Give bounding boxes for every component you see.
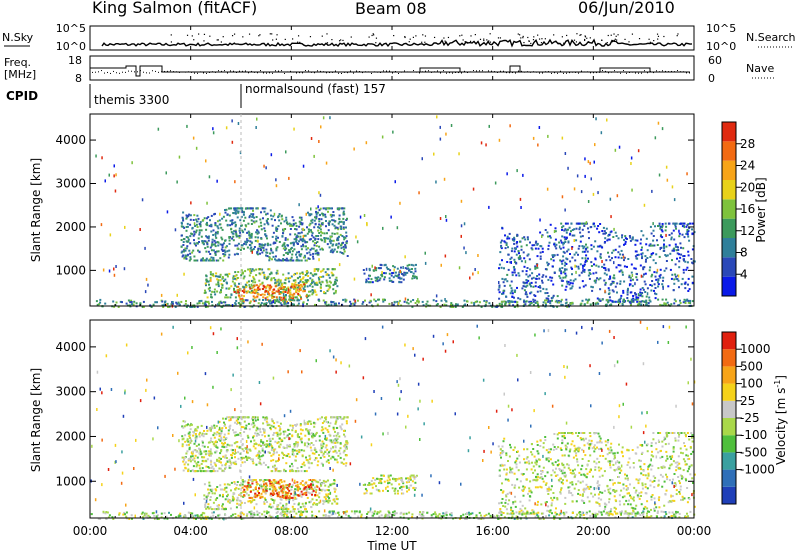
range-tick-label: 4000	[55, 340, 86, 354]
time-tick-label: 12:00	[375, 524, 410, 538]
power-panel: 1000 2000 3000 4000 Slant Range [km] 4 8 12 16…	[29, 113, 768, 308]
nsky-tick-bottom: 10^0	[56, 40, 86, 53]
velocity-colorbar-label: Velocity [m s-1]	[773, 375, 788, 465]
freq-tick-top: 18	[68, 54, 82, 67]
nsky-tick-top: 10^5	[56, 22, 86, 35]
time-tick-label: 04:00	[173, 524, 208, 538]
colorbar-tick-label: 100	[740, 377, 763, 391]
colorbar-tick-label: -25	[740, 411, 760, 425]
date-title: 06/Jun/2010	[578, 0, 675, 17]
velocity-panel: 1000 2000 3000 4000 Slant Range [km] 1000 50…	[29, 319, 788, 521]
time-tick-label: 00:00	[73, 524, 108, 538]
colorbar-tick-label: 28	[740, 137, 755, 151]
power-colorbar: 4 8 12 16 20 24 28	[721, 121, 755, 297]
station-title: King Salmon (fitACF)	[92, 0, 257, 17]
freq-tick-bottom: 8	[75, 72, 82, 85]
colorbar-tick-label: 12	[740, 224, 755, 238]
range-tick-label: 1000	[55, 263, 86, 277]
range-tick-label: 2000	[55, 429, 86, 443]
time-tick-label: 20:00	[576, 524, 611, 538]
range-tick-label: 1000	[55, 474, 86, 488]
colorbar-tick-label: 24	[740, 159, 755, 173]
colorbar-tick-label: -1000	[740, 463, 775, 477]
colorbar-tick-label: 4	[740, 267, 748, 281]
nave-tick-top: 60	[708, 54, 722, 67]
freq-nave-panel: Freq. [MHz] 18 8 60 0 Nave	[4, 54, 776, 85]
power-y-axis-label: Slant Range [km]	[29, 158, 43, 262]
colorbar-tick-label: 25	[740, 394, 755, 408]
range-tick-label: 2000	[55, 220, 86, 234]
nave-tick-bottom: 0	[708, 72, 715, 85]
freq-unit-label: [MHz]	[4, 68, 36, 81]
time-tick-label: 08:00	[274, 524, 309, 538]
nsky-trace	[101, 33, 693, 48]
colorbar-tick-label: -100	[740, 428, 767, 442]
time-tick-label: 00:00	[677, 524, 712, 538]
nsearch-tick-top: 10^5	[706, 22, 736, 35]
cpid-panel: CPID themis 3300 normalsound (fast) 157	[6, 82, 386, 108]
freq-trace	[90, 65, 690, 77]
nave-label: Nave	[746, 62, 774, 75]
colorbar-tick-label: 500	[740, 359, 763, 373]
time-axis: 00:00 04:00 08:00 12:00 16:00 20:00 00:00	[73, 26, 712, 538]
power-y-ticks: 1000 2000 3000 4000	[55, 133, 694, 277]
power-echo-cells	[95, 115, 696, 308]
colorbar-tick-label: 20	[740, 180, 755, 194]
colorbar-tick-label: 1000	[740, 342, 771, 356]
colorbar-tick-label: 8	[740, 246, 748, 260]
velocity-colorbar: 1000 500 100 25 -25 -100 -500 -1000	[721, 331, 775, 505]
range-tick-label: 4000	[55, 133, 86, 147]
cpid-segment-themis: themis 3300	[94, 93, 169, 107]
velocity-y-axis-label: Slant Range [km]	[29, 368, 43, 472]
x-axis-label: Time UT	[366, 539, 417, 553]
velocity-echo-cells	[90, 320, 696, 521]
range-tick-label: 3000	[55, 385, 86, 399]
velocity-y-ticks: 1000 2000 3000 4000	[55, 340, 694, 488]
cpid-segment-normalsound: normalsound (fast) 157	[245, 82, 386, 96]
power-colorbar-label: Power [dB]	[754, 177, 768, 242]
nsky-nsearch-panel: N.Sky 10^5 10^0 10^5 10^0 N.Search	[2, 22, 796, 53]
nsky-label: N.Sky	[2, 31, 34, 44]
range-tick-label: 3000	[55, 177, 86, 191]
nsearch-tick-bottom: 10^0	[706, 40, 736, 53]
time-tick-label: 16:00	[475, 524, 510, 538]
colorbar-tick-label: -500	[740, 445, 767, 459]
nsearch-label: N.Search	[746, 31, 796, 44]
cpid-label: CPID	[6, 89, 38, 103]
beam-title: Beam 08	[355, 0, 427, 18]
colorbar-tick-label: 16	[740, 202, 755, 216]
freq-label: Freq.	[4, 56, 31, 69]
